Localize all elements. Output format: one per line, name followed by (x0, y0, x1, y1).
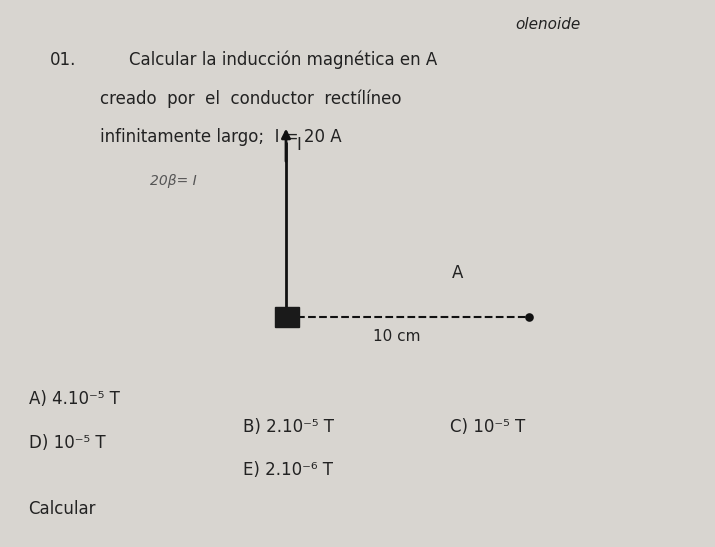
Text: D) 10⁻⁵ T: D) 10⁻⁵ T (29, 434, 105, 452)
Bar (275, 307, 299, 327)
Text: olenoide: olenoide (515, 17, 580, 32)
Text: 20β= I: 20β= I (150, 173, 197, 188)
Text: C) 10⁻⁵ T: C) 10⁻⁵ T (450, 418, 526, 435)
Text: A) 4.10⁻⁵ T: A) 4.10⁻⁵ T (29, 391, 119, 408)
Text: Calcular: Calcular (29, 500, 96, 517)
Text: E) 2.10⁻⁶ T: E) 2.10⁻⁶ T (243, 462, 333, 479)
Text: creado  por  el  conductor  rectílíneo: creado por el conductor rectílíneo (100, 89, 402, 108)
Text: B) 2.10⁻⁵ T: B) 2.10⁻⁵ T (243, 418, 334, 435)
Text: Calcular la inducción magnética en A: Calcular la inducción magnética en A (129, 51, 437, 69)
Text: 10 cm: 10 cm (373, 329, 420, 344)
Text: 01.: 01. (50, 51, 77, 69)
Text: infinitamente largo;  I = 20 A: infinitamente largo; I = 20 A (100, 128, 342, 146)
Text: I: I (297, 136, 302, 154)
Text: A: A (452, 265, 463, 282)
